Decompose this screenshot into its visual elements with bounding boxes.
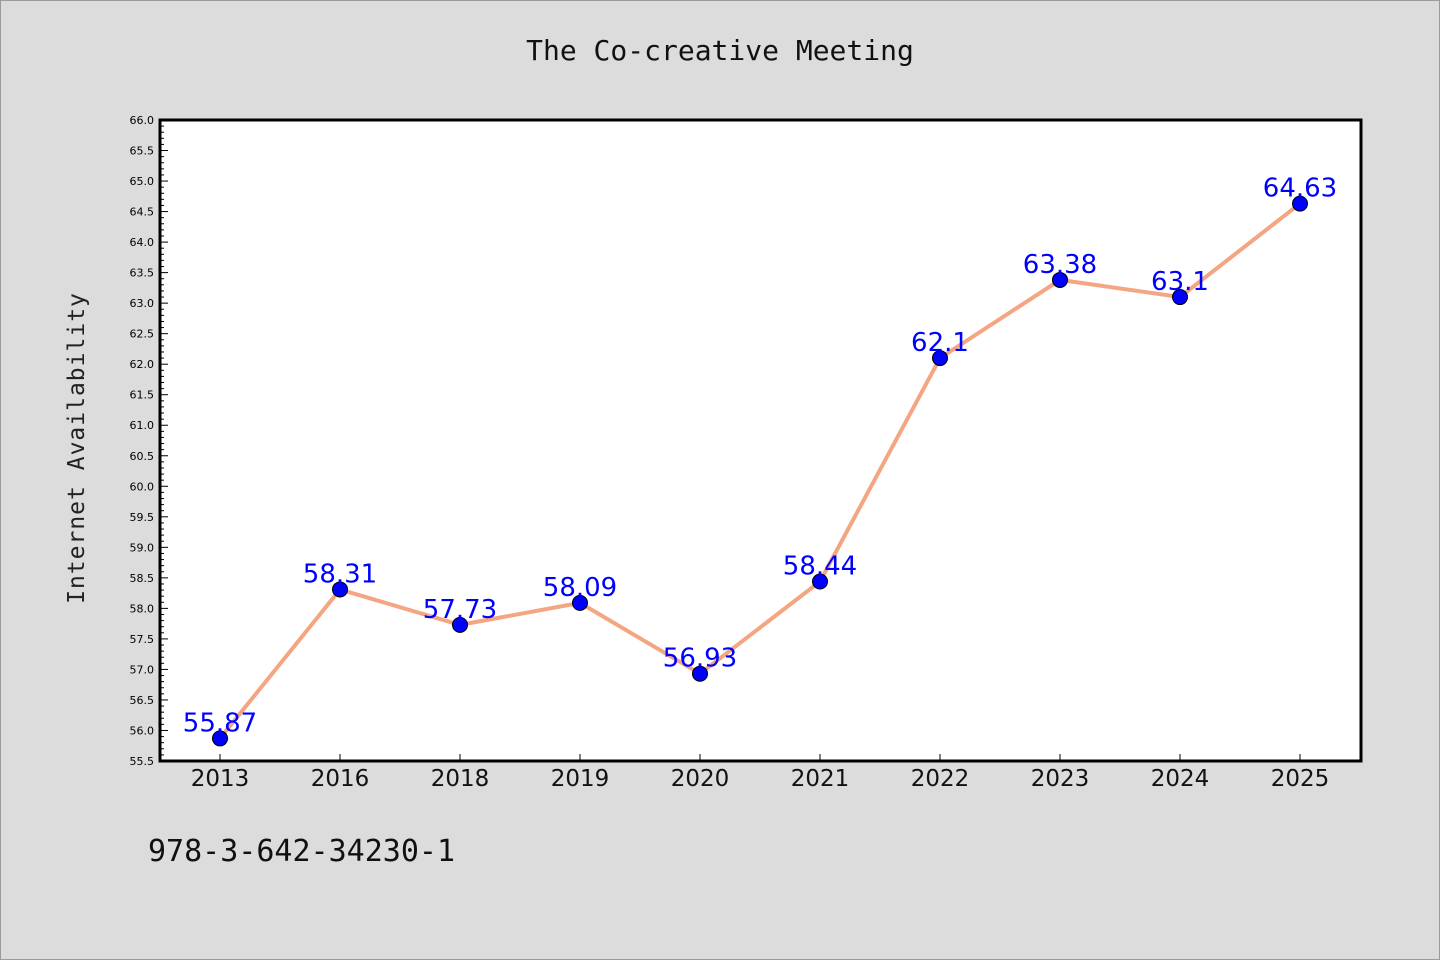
data-label: 57.73 <box>423 595 497 625</box>
x-tick-label: 2018 <box>431 766 490 792</box>
y-axis-ticks: 55.5 56.0 56.5 57.0 57.5 58.0 58.5 59.0 59.5 60.0… <box>130 114 168 768</box>
plot-area <box>160 120 1361 761</box>
y-tick-label: 59.5 <box>130 511 155 524</box>
data-labels: 55.87 58.31 57.73 58.09 56.93 58.44 62.1 63.38 6… <box>183 174 1337 739</box>
y-tick-label: 63.5 <box>130 267 155 280</box>
plot-border <box>158 118 1363 763</box>
y-tick-label: 61.0 <box>130 419 155 432</box>
y-tick-label: 60.0 <box>130 480 155 493</box>
y-tick-label: 66.0 <box>130 114 155 127</box>
x-tick-label: 2025 <box>1271 766 1330 792</box>
data-point <box>452 616 468 633</box>
y-tick-label: 59.0 <box>130 541 155 554</box>
data-label: 64.63 <box>1263 174 1337 204</box>
y-tick-label: 63.0 <box>130 297 155 310</box>
chart-title: The Co-creative Meeting <box>526 34 914 67</box>
data-point <box>932 350 948 367</box>
y-tick-label: 56.5 <box>130 694 155 707</box>
x-tick-label: 2019 <box>551 766 610 792</box>
y-tick-label: 57.0 <box>130 663 155 676</box>
y-tick-label: 56.0 <box>130 724 155 737</box>
x-tick-label: 2023 <box>1031 766 1090 792</box>
data-point <box>1172 289 1188 306</box>
data-point <box>812 573 828 590</box>
y-tick-label: 55.5 <box>130 755 155 768</box>
data-point <box>1052 271 1068 288</box>
x-tick-label: 2016 <box>311 766 370 792</box>
data-label: 55.87 <box>183 708 257 738</box>
data-label: 56.93 <box>663 644 737 674</box>
data-label: 63.1 <box>1151 267 1209 297</box>
data-label: 58.44 <box>783 552 857 582</box>
y-tick-label: 65.0 <box>130 175 155 188</box>
y-tick-label: 62.0 <box>130 358 155 371</box>
y-tick-label: 61.5 <box>130 389 155 402</box>
x-tick-label: 2013 <box>191 766 250 792</box>
data-label: 58.09 <box>543 573 617 603</box>
y-tick-label: 64.5 <box>130 206 155 219</box>
data-label: 58.31 <box>303 559 377 589</box>
y-tick-label: 65.5 <box>130 145 155 158</box>
x-tick-label: 2021 <box>791 766 850 792</box>
y-tick-label: 60.5 <box>130 450 155 463</box>
data-point <box>692 665 708 682</box>
data-point <box>332 581 348 598</box>
series-line <box>218 201 1302 741</box>
y-tick-label: 62.5 <box>130 328 155 341</box>
y-tick-label: 57.5 <box>130 633 155 646</box>
data-label: 62.1 <box>911 328 969 358</box>
data-point <box>1292 195 1308 212</box>
data-label: 63.38 <box>1023 250 1097 280</box>
data-markers <box>212 195 1308 747</box>
data-point <box>212 730 228 747</box>
x-tick-label: 2022 <box>911 766 970 792</box>
y-tick-label: 58.5 <box>130 572 155 585</box>
footer-code: 978-3-642-34230-1 <box>148 834 456 869</box>
y-tick-label: 58.0 <box>130 602 155 615</box>
x-tick-label: 2024 <box>1151 766 1210 792</box>
x-axis-ticks: 2013 2016 2018 2019 2020 2021 2022 2023 2024 2025 <box>191 754 1330 792</box>
data-point <box>572 594 588 611</box>
y-tick-label: 64.0 <box>130 236 155 249</box>
x-tick-label: 2020 <box>671 766 730 792</box>
